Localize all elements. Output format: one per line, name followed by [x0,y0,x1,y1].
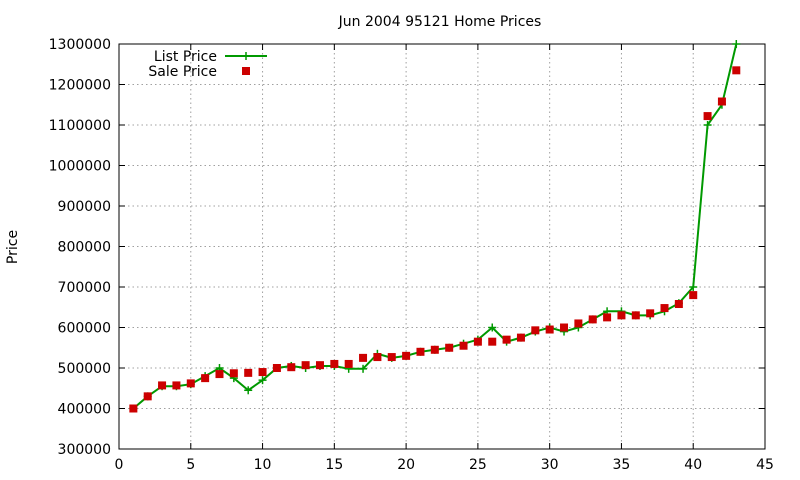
x-tick-label: 20 [397,457,415,473]
legend-swatch-sale-price [242,67,250,75]
sale-price-point [617,311,626,320]
y-tick-label: 700000 [58,280,111,296]
sale-price-point [172,381,181,390]
sale-price-point [330,359,339,368]
y-axis-label: Price [5,230,21,264]
legend-label-sale-price: Sale Price [148,64,217,80]
sale-price-point [603,313,612,322]
sale-price-point [416,347,425,356]
sale-price-point [387,353,396,362]
y-tick-label: 800000 [58,240,111,256]
sale-price-point [158,381,167,390]
x-tick-label: 25 [469,457,487,473]
x-tick-label: 45 [756,457,774,473]
x-tick-label: 5 [186,457,195,473]
y-tick-label: 600000 [58,321,111,337]
sale-price-point [660,304,669,313]
sale-price-point [545,325,554,334]
sale-price-point [531,326,540,335]
sale-price-point [445,343,454,352]
list-price-point [488,323,497,332]
sale-price-point [674,300,683,309]
x-tick-label: 35 [613,457,631,473]
sale-price-point [588,315,597,324]
sale-price-point [574,319,583,328]
sale-price-point [488,337,497,346]
sale-price-point [244,368,253,377]
list-price-point [732,40,741,48]
legend: List Price Sale Price [148,49,267,80]
x-tick-label: 10 [254,457,272,473]
sale-price-point [631,311,640,320]
sale-price-point [373,353,382,362]
sale-price-point [258,368,267,377]
sale-price-point [402,351,411,360]
y-axis-ticks: 300000 400000 500000 600000 700000 800000 9000… [49,37,765,458]
x-tick-label: 30 [541,457,559,473]
sale-price-point [732,66,741,75]
sale-price-point [344,359,353,368]
sale-price-point [703,112,712,121]
sale-price-point [516,333,525,342]
sale-price-point [502,335,511,344]
sale-price-point [315,361,324,370]
list-price-line [132,43,738,410]
list-price-point [689,283,698,291]
sale-price-point [459,341,468,350]
x-tick-label: 0 [115,457,124,473]
list-price-point [359,364,368,373]
sale-price-point [301,361,310,370]
x-axis-ticks: 0 5 10 15 20 25 30 35 40 45 [115,44,774,473]
grid [119,44,765,449]
sale-price-point [186,379,195,388]
sale-price-point [229,369,238,378]
sale-price-point [717,97,726,106]
list-price-point [244,386,253,395]
sale-price-point [215,370,224,379]
y-tick-label: 1200000 [49,78,111,94]
y-tick-label: 900000 [58,199,111,215]
x-tick-label: 40 [684,457,702,473]
sale-price-point [646,309,655,318]
chart-title: Jun 2004 95121 Home Prices [338,14,542,30]
y-tick-label: 1100000 [49,118,111,134]
y-tick-label: 500000 [58,361,111,377]
plot-series [129,40,741,413]
sale-price-point [287,363,296,372]
list-price-point [703,121,712,129]
sale-price-point [560,323,569,332]
list-price-point [258,376,267,385]
y-tick-label: 1000000 [49,159,111,175]
x-tick-label: 15 [325,457,343,473]
sale-price-point [143,392,152,401]
sale-price-point [129,404,138,413]
sale-price-point [201,374,210,383]
y-tick-label: 1300000 [49,37,111,53]
y-tick-label: 300000 [58,442,111,458]
sale-price-point [689,291,698,300]
sale-price-point [430,345,439,354]
legend-label-list-price: List Price [154,49,217,65]
y-tick-label: 400000 [58,402,111,418]
sale-price-point [359,353,368,362]
sale-price-point [473,337,482,346]
sale-price-point [272,364,281,372]
